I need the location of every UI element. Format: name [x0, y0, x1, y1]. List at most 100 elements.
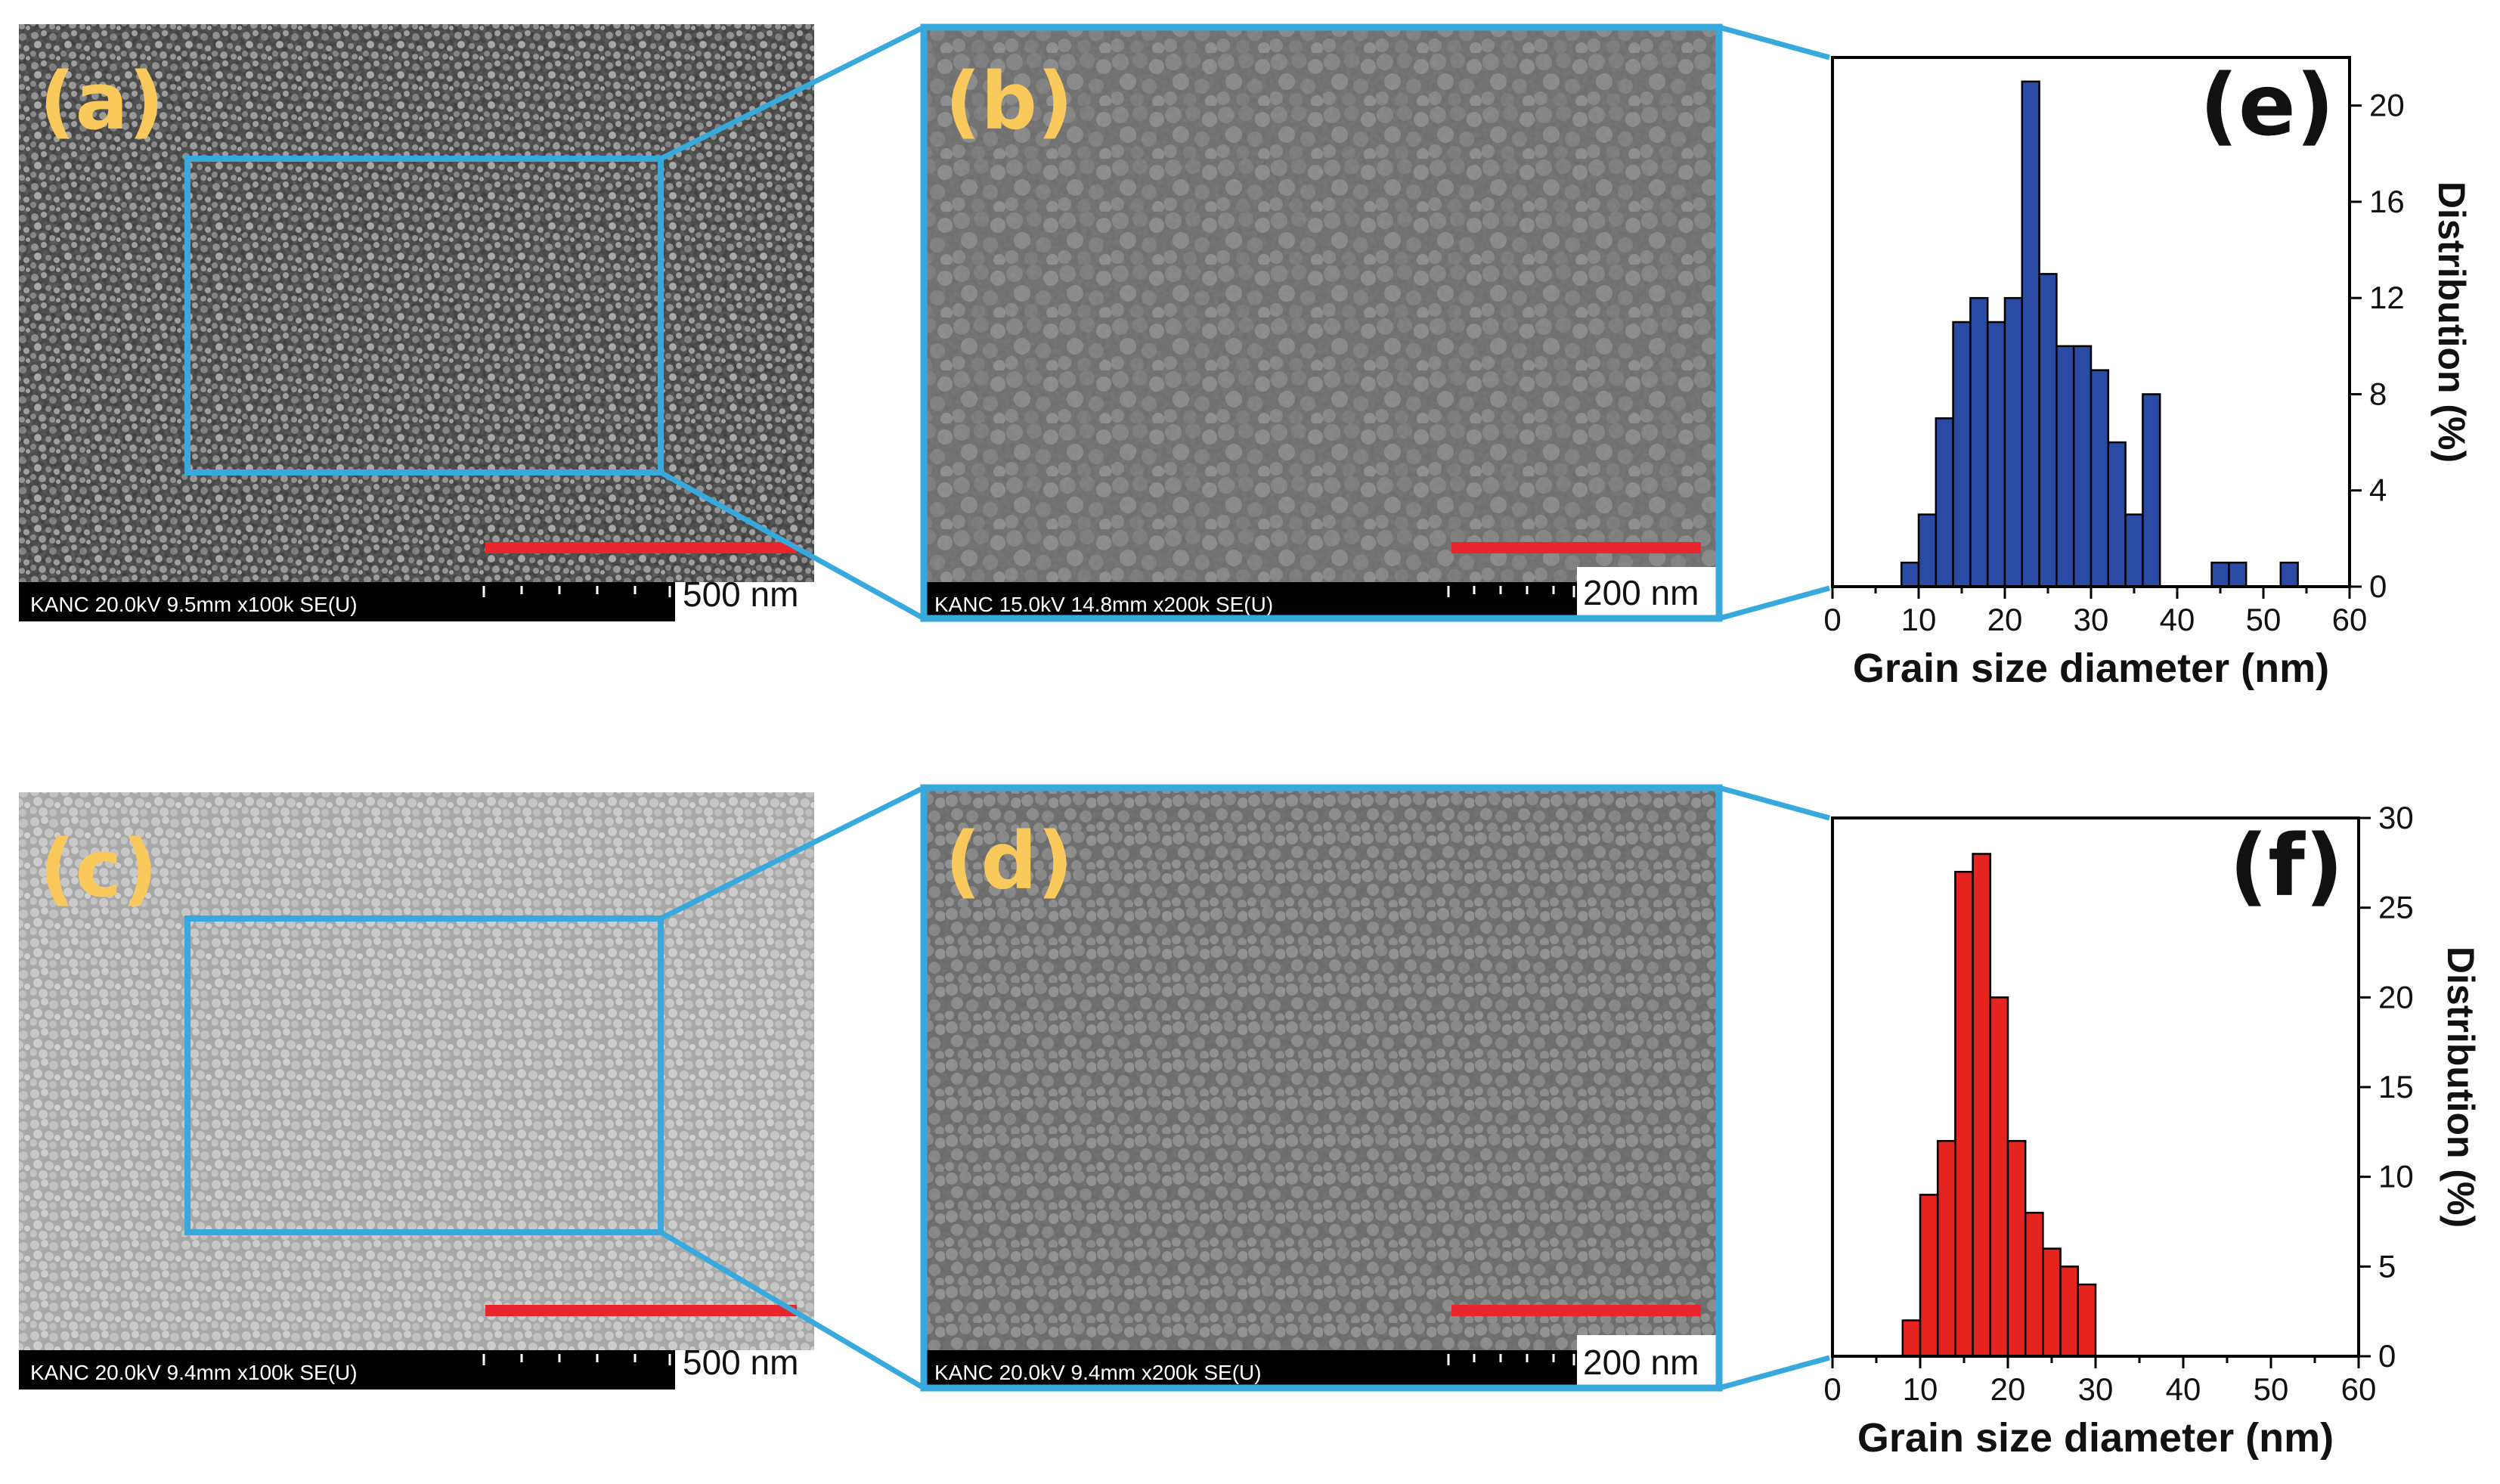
histogram-bar: [2228, 561, 2248, 588]
histogram-bar: [2279, 561, 2299, 588]
histogram-bar: [2055, 345, 2075, 588]
x-tick-label: 40: [2166, 1371, 2201, 1407]
x-tick-label: 30: [2074, 602, 2109, 637]
scale-label-bg-d: [1577, 1335, 1719, 1388]
histogram-bar: [2124, 513, 2144, 588]
x-tick-label: 20: [1990, 1371, 2026, 1407]
metadata-bar-c: [19, 1350, 675, 1390]
x-axis-title: Grain size diameter (nm): [1857, 1415, 2334, 1461]
scale-bar-b: [1451, 542, 1701, 553]
histogram-bar: [2006, 1139, 2027, 1358]
histogram-bar: [2021, 80, 2040, 588]
scale-ticks-c: [482, 1354, 671, 1365]
scale-ticks-a: [482, 586, 671, 597]
x-tick-label: 20: [1987, 602, 2023, 637]
y-tick-label: 10: [2378, 1159, 2414, 1194]
y-tick-label: 0: [2378, 1338, 2396, 1374]
y-tick-label: 0: [2369, 569, 2387, 604]
x-tick-label: 60: [2341, 1371, 2377, 1407]
histogram-bar: [2077, 1283, 2097, 1358]
histogram-bar: [2038, 273, 2058, 588]
histogram-bar: [2090, 369, 2110, 588]
sem-image-d-noise: [924, 788, 1719, 1388]
histogram-bar: [1952, 321, 1972, 588]
histogram-bar: [2107, 441, 2127, 588]
scale-bar-a: [485, 542, 797, 553]
metadata-text-b: KANC 15.0kV 14.8mm x200k SE(U): [934, 593, 1273, 616]
metadata-bar-d: [924, 1350, 1577, 1388]
x-tick-label: 40: [2160, 602, 2195, 637]
x-axis-title: Grain size diameter (nm): [1853, 646, 2329, 691]
sem-image-a-noise: [19, 24, 814, 582]
panel-label-d: (d): [945, 815, 1073, 907]
histogram-bar: [1936, 1139, 1956, 1358]
scale-label-b: 200 nm: [1583, 573, 1699, 612]
sem-image-b-noise: [924, 27, 1719, 618]
scale-label-d: 200 nm: [1583, 1343, 1699, 1382]
histogram-bar: [1989, 996, 2009, 1358]
histogram-bar: [1901, 1319, 1922, 1358]
histogram-bar: [1954, 870, 1974, 1358]
x-tick-label: 50: [2246, 602, 2282, 637]
chart-connectors-row1: [1718, 24, 1830, 621]
y-tick-label: 30: [2378, 800, 2414, 835]
y-tick-label: 16: [2369, 184, 2405, 219]
scale-ticks-b: [1447, 586, 1575, 597]
panel-b: (b) KANC 15.0kV 14.8mm x200k SE(U) 200 n…: [920, 23, 1723, 622]
x-tick-label: 10: [1901, 602, 1937, 637]
y-tick-label: 5: [2378, 1248, 2396, 1284]
scale-bar-c: [485, 1305, 797, 1316]
histogram-bar: [2003, 296, 2024, 588]
y-tick-label: 20: [2369, 88, 2405, 123]
metadata-text-c: KANC 20.0kV 9.4mm x100k SE(U): [30, 1361, 358, 1384]
histogram-bar: [1917, 513, 1938, 588]
zoom-region-box-a: [184, 156, 664, 476]
histogram-bar: [1919, 1194, 1939, 1358]
histogram-bar: [2042, 1247, 2062, 1358]
y-tick-label: 25: [2378, 890, 2414, 925]
zoom-region-box-c: [184, 915, 664, 1235]
sem-image-c-noise: [19, 792, 814, 1350]
histogram-bar: [2142, 393, 2161, 588]
panel-d: (d) KANC 20.0kV 9.4mm x200k SE(U) 200 nm: [920, 784, 1723, 1392]
panel-label-c: (c): [39, 823, 158, 915]
y-tick-label: 4: [2369, 472, 2387, 508]
zoom-frame-d: [920, 784, 1723, 1392]
scale-label-c: 500 nm: [683, 1343, 798, 1382]
histogram-bar: [1935, 417, 1954, 588]
metadata-bar-b: [924, 582, 1577, 618]
scale-ticks-d: [1447, 1354, 1575, 1365]
y-tick-label: 20: [2378, 979, 2414, 1015]
metadata-text-a: KANC 20.0kV 9.5mm x100k SE(U): [30, 593, 358, 616]
panel-label-a: (a): [39, 55, 164, 147]
histogram-bar: [1900, 561, 1920, 588]
y-axis-title: Distribution (%): [2430, 181, 2473, 463]
y-axis-title: Distribution (%): [2440, 946, 2482, 1228]
histogram-bar: [1972, 853, 1992, 1358]
histogram-bar: [1986, 321, 2006, 588]
zoom-connectors-row1: [659, 24, 925, 621]
panel-label-b: (b): [945, 55, 1073, 147]
panel-c: (c) KANC 20.0kV 9.4mm x100k SE(U) 500 nm: [19, 792, 814, 1390]
chart-connectors-row2: [1718, 785, 1830, 1391]
metadata-bar-a: [19, 582, 675, 621]
y-tick-label: 15: [2378, 1069, 2414, 1104]
zoom-connectors-row2: [659, 785, 925, 1391]
histogram-bar: [2024, 1211, 2044, 1358]
histogram-bar: [2059, 1266, 2080, 1358]
x-tick-label: 0: [1823, 602, 1841, 637]
panel-a: (a) KANC 20.0kV 9.5mm x100k SE(U) 500 nm: [19, 24, 814, 621]
chart-panel-label: (e): [2200, 57, 2334, 155]
histogram-bar: [1969, 296, 1989, 588]
scale-label-bg-b: [1577, 567, 1719, 618]
x-tick-label: 50: [2254, 1371, 2289, 1407]
scale-label-a: 500 nm: [683, 575, 798, 614]
y-tick-label: 12: [2369, 280, 2405, 315]
scale-bar-d: [1451, 1305, 1701, 1316]
metadata-text-d: KANC 20.0kV 9.4mm x200k SE(U): [934, 1361, 1262, 1384]
x-tick-label: 10: [1903, 1371, 1938, 1407]
x-tick-label: 60: [2332, 602, 2368, 637]
